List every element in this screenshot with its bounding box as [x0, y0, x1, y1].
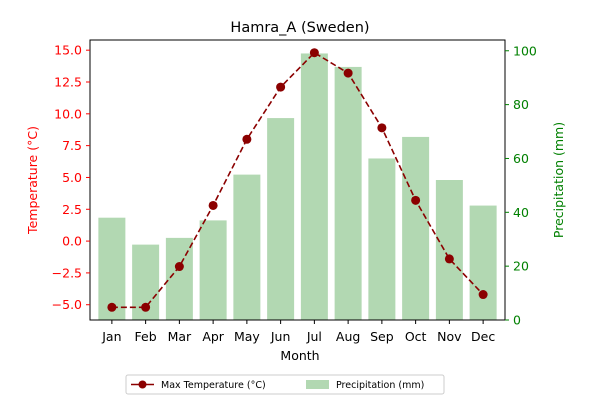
x-tick-label: Dec: [471, 329, 495, 344]
precipitation-bar: [199, 220, 227, 320]
temperature-point: [343, 68, 353, 78]
right-tick-label: 40: [513, 205, 529, 220]
legend-frame: [125, 374, 445, 395]
x-tick-label: May: [234, 329, 260, 344]
precipitation-bar: [233, 174, 261, 320]
temperature-point: [276, 82, 286, 92]
left-tick-label: −5.0: [52, 297, 82, 312]
precipitation-bars: [98, 53, 497, 320]
temperature-point: [174, 262, 184, 272]
temperature-line: [111, 51, 484, 309]
precipitation-bar: [435, 180, 463, 320]
right-tick-label: 20: [513, 259, 529, 274]
x-tick-label: Sep: [370, 329, 394, 344]
temperature-point: [107, 302, 117, 312]
left-tick-label: 7.5: [62, 138, 82, 153]
temperature-line-layer: [107, 48, 488, 312]
temperature-point: [141, 302, 151, 312]
right-tick-label: 0: [513, 313, 521, 328]
temperature-point: [309, 48, 319, 58]
left-tick-label: 5.0: [62, 170, 82, 185]
precipitation-bar: [469, 205, 497, 320]
x-axis: Jan Feb Mar Apr May Jun Jul Aug Sep Oct Nov Dec: [101, 320, 495, 344]
plot-frame: [89, 39, 506, 321]
x-tick-label: Oct: [405, 329, 427, 344]
left-y-axis: −5.0 −2.5 0.0 2.5 5.0 7.5 10.0 12.5 15.0: [52, 43, 90, 312]
temperature-point: [411, 195, 421, 205]
precipitation-bar: [165, 237, 193, 320]
precipitation-bar: [300, 53, 328, 320]
legend-marker-swatch: [138, 380, 147, 389]
temperature-point: [478, 290, 488, 300]
x-tick-label: Apr: [202, 329, 224, 344]
right-tick-label: 60: [513, 151, 529, 166]
legend: Max Temperature (°C) Precipitation (mm): [125, 374, 445, 395]
right-y-axis-label: Precipitation (mm): [551, 122, 566, 238]
right-tick-label: 80: [513, 97, 529, 112]
x-tick-label: Mar: [168, 329, 192, 344]
x-tick-label: Aug: [336, 329, 360, 344]
temperature-point: [208, 200, 218, 210]
left-tick-label: 15.0: [54, 43, 82, 58]
temperature-point: [377, 123, 387, 133]
x-tick-label: Nov: [437, 329, 462, 344]
x-tick-label: Jan: [101, 329, 121, 344]
x-tick-label: Jul: [306, 329, 322, 344]
right-y-axis: 0 20 40 60 80 100: [505, 43, 537, 328]
precipitation-bar: [267, 118, 295, 320]
x-tick-label: Feb: [135, 329, 157, 344]
precipitation-bar: [402, 136, 430, 320]
left-tick-label: −2.5: [52, 265, 82, 280]
left-tick-label: 12.5: [54, 75, 82, 90]
left-tick-label: 2.5: [62, 202, 82, 217]
temperature-point: [242, 134, 252, 144]
legend-label-precipitation: Precipitation (mm): [336, 380, 424, 391]
x-tick-label: Jun: [270, 329, 291, 344]
right-tick-label: 100: [513, 43, 537, 58]
left-tick-label: 10.0: [54, 106, 82, 121]
temperature-point: [444, 254, 454, 264]
x-axis-label: Month: [280, 348, 319, 363]
chart-title: Hamra_A (Sweden): [230, 20, 369, 36]
legend-bar-swatch: [306, 380, 329, 389]
left-tick-label: 0.0: [62, 234, 82, 249]
precipitation-bar: [334, 66, 362, 320]
legend-label-temperature: Max Temperature (°C): [161, 380, 266, 391]
precipitation-bar: [368, 158, 396, 320]
left-y-axis-label: Temperature (°C): [25, 126, 40, 235]
